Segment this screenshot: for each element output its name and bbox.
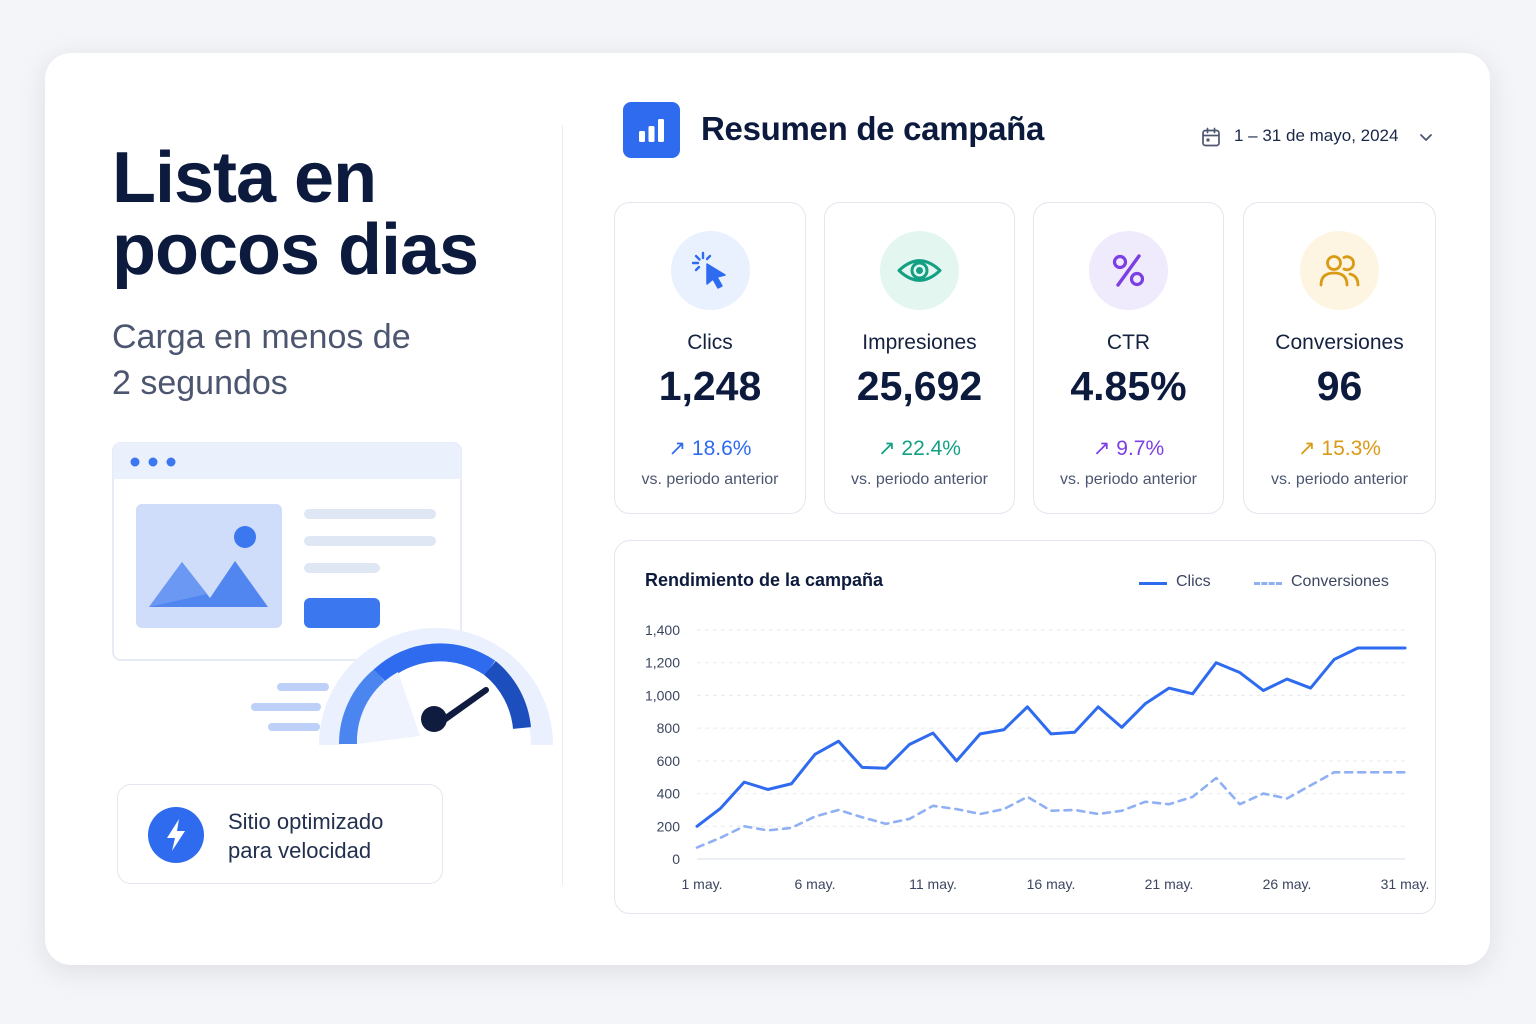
stat-label: Clics [687, 331, 733, 354]
x-tick-label: 11 may. [909, 876, 957, 892]
legend-conversiones[interactable]: Conversiones [1291, 573, 1389, 590]
stat-value: 25,692 [856, 363, 983, 409]
x-tick-label: 21 may. [1145, 876, 1194, 892]
speedometer-icon [319, 628, 553, 746]
hero-title: Lista en pocos dias [112, 142, 552, 286]
stat-label: CTR [1106, 331, 1151, 354]
hero-subtitle-line2: 2 segundos [112, 364, 288, 402]
line-chart: 0 200 400 600 800 1,000 1,200 1,400 1 may. 6 may.… [645, 622, 1430, 892]
stat-note: vs. periodo anterior [851, 471, 988, 488]
hero-subtitle: Carga en menos de 2 segundos [112, 314, 532, 406]
x-tick-label: 1 may. [682, 876, 723, 892]
y-tick-label: 200 [657, 818, 681, 834]
browser-window-icon [112, 442, 462, 661]
chart-card: Rendimiento de la campaña Clics Conversi… [614, 540, 1436, 914]
date-range-picker[interactable]: 1 – 31 de mayo, 2024 [1200, 122, 1440, 152]
hero-title-line2: pocos dias [112, 210, 479, 290]
stat-note: vs. periodo anterior [1271, 471, 1408, 488]
stat-label: Impresiones [862, 331, 977, 354]
x-tick-label: 6 may. [795, 876, 836, 892]
y-tick-label: 600 [657, 753, 681, 769]
hero-subtitle-line1: Carga en menos de [112, 318, 411, 356]
users-icon [1300, 231, 1379, 310]
stat-value: 1,248 [658, 363, 762, 409]
stat-value: 4.85% [1070, 363, 1187, 409]
chart-title: Rendimiento de la campaña [645, 570, 884, 590]
y-tick-label: 1,000 [645, 687, 680, 703]
lightning-icon [148, 807, 204, 863]
hero-title-line1: Lista en [112, 138, 377, 218]
y-tick-label: 1,400 [645, 622, 680, 638]
y-tick-label: 800 [657, 720, 681, 736]
x-tick-label: 31 may. [1381, 876, 1430, 892]
series-line-conversiones [695, 771, 1407, 849]
stat-change: ↗ 22.4% [878, 437, 961, 460]
legend-clics[interactable]: Clics [1176, 573, 1211, 590]
page-title: Resumen de campaña [701, 110, 1045, 147]
stat-card-ctr[interactable]: CTR 4.85% ↗ 9.7% vs. periodo anterior [1033, 202, 1224, 514]
y-tick-label: 0 [672, 851, 680, 867]
legend-line-clics [1139, 582, 1167, 585]
stat-card-clics[interactable]: Clics 1,248 ↗ 18.6% vs. periodo anterior [614, 202, 806, 514]
chevron-down-icon[interactable] [1418, 129, 1434, 145]
badge-line1: Sitio optimizado [228, 809, 384, 834]
cursor-click-icon [670, 231, 750, 310]
eye-icon [880, 231, 959, 310]
calendar-icon [1202, 127, 1220, 147]
stat-card-conversiones[interactable]: Conversiones 96 ↗ 15.3% vs. periodo ante… [1243, 202, 1436, 514]
x-tick-label: 26 may. [1263, 876, 1312, 892]
stat-value: 96 [1316, 363, 1363, 409]
stat-change: ↗ 18.6% [668, 437, 752, 460]
series-line-clics [695, 646, 1407, 828]
badge-text: Sitio optimizado para velocidad [228, 807, 383, 865]
bar-chart-icon [623, 102, 680, 158]
speed-badge: Sitio optimizado para velocidad [117, 784, 443, 884]
stat-change: ↗ 15.3% [1298, 437, 1381, 460]
stat-note: vs. periodo anterior [1060, 471, 1197, 488]
date-range-text: 1 – 31 de mayo, 2024 [1234, 126, 1399, 145]
stat-card-impresiones[interactable]: Impresiones 25,692 ↗ 22.4% vs. periodo a… [824, 202, 1015, 514]
legend-line-conversiones [1254, 582, 1282, 585]
stat-change: ↗ 9.7% [1092, 437, 1165, 460]
y-tick-label: 1,200 [645, 655, 680, 671]
speed-lines-icon [251, 683, 329, 731]
x-tick-label: 16 may. [1027, 876, 1076, 892]
badge-line2: para velocidad [228, 838, 372, 863]
percent-icon [1089, 231, 1168, 310]
y-tick-label: 400 [657, 786, 681, 802]
stat-label: Conversiones [1275, 331, 1404, 354]
browser-speed-illustration [112, 442, 553, 746]
section-divider [562, 125, 563, 885]
stat-note: vs. periodo anterior [641, 471, 779, 488]
